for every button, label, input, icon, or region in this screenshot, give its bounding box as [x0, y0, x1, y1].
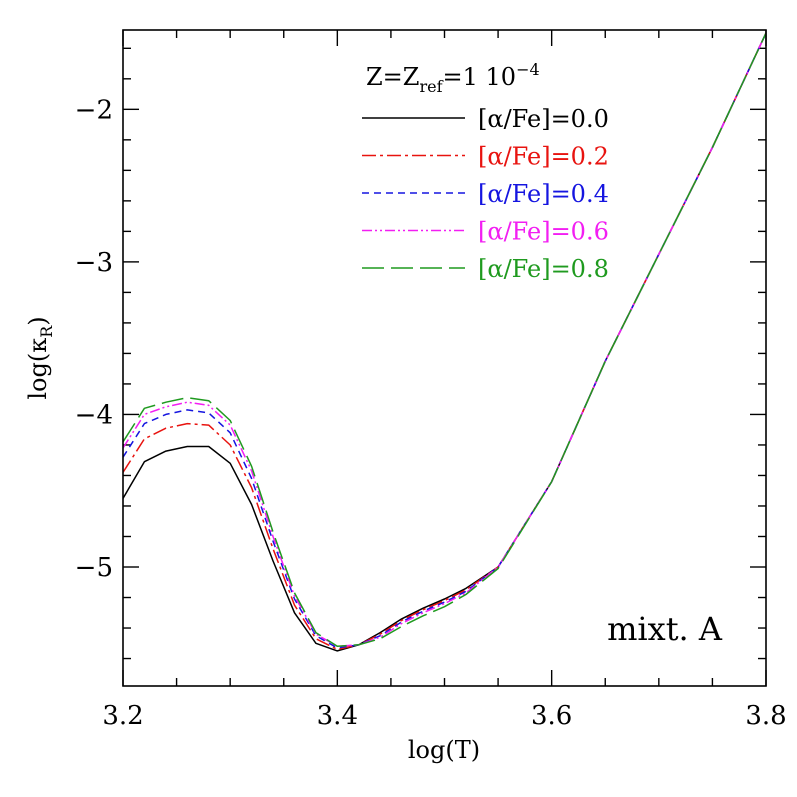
- legend-title-sup: −4: [516, 60, 540, 79]
- legend-label-1: [α/Fe]=0.2: [478, 143, 609, 171]
- series-line-4: [123, 32, 766, 648]
- x-axis-title: log(T): [408, 736, 480, 764]
- legend-title-sub: ref: [419, 77, 443, 96]
- mixture-annotation: mixt. A: [607, 610, 723, 648]
- legend-title: Z=Zref=1 10−4: [366, 60, 540, 96]
- x-tick-label: 3.8: [745, 701, 786, 731]
- legend-entries: [α/Fe]=0.0 [α/Fe]=0.2 [α/Fe]=0.4 [α/Fe]=0.6…: [362, 105, 609, 283]
- axis-tick-labels: 3.2 3.4 3.6 3.8 −2 −3 −4 −5: [75, 95, 787, 731]
- y-tick-label: −2: [75, 95, 113, 125]
- legend-label-0: [α/Fe]=0.0: [478, 105, 609, 133]
- x-tick-label: 3.4: [317, 701, 358, 731]
- y-axis-title: log(κR): [24, 316, 56, 399]
- legend-label-3: [α/Fe]=0.6: [478, 218, 609, 246]
- x-tick-label: 3.6: [531, 701, 572, 731]
- y-axis-title-sub: R: [37, 325, 56, 338]
- legend-title-main: Z=Z: [366, 63, 419, 91]
- y-axis-title-main: log(κ: [24, 338, 52, 400]
- legend: Z=Zref=1 10−4 [α/Fe]=0.0[α/Fe]=0.2[α/Fe]…: [362, 60, 609, 283]
- y-tick-label: −5: [75, 553, 113, 583]
- plot-lines: [123, 32, 766, 652]
- y-tick-label: −4: [75, 400, 113, 430]
- y-axis-title-close: ): [24, 316, 52, 325]
- legend-title-rest: =1 10: [443, 63, 517, 91]
- legend-label-2: [α/Fe]=0.4: [478, 180, 609, 208]
- y-tick-label: −3: [75, 248, 113, 278]
- legend-label-4: [α/Fe]=0.8: [478, 255, 609, 283]
- x-tick-label: 3.2: [102, 701, 143, 731]
- plot-frame: [122, 29, 767, 687]
